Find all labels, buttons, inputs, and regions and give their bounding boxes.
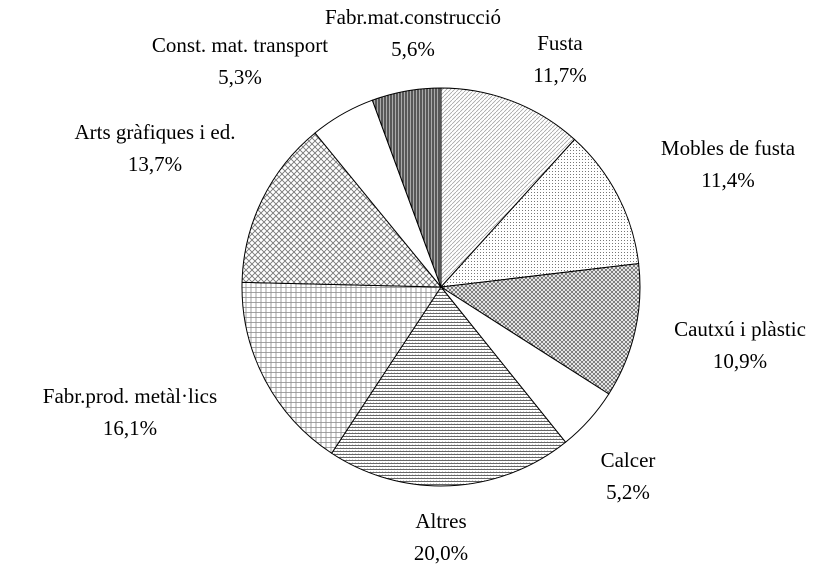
slice-label: Const. mat. transport <box>152 33 328 57</box>
slice-value-label: 5,6% <box>391 37 435 61</box>
slice-label: Altres <box>415 509 466 533</box>
slice-value-label: 20,0% <box>414 541 468 565</box>
slice-label: Mobles de fusta <box>661 136 796 160</box>
pie-slice <box>440 87 576 289</box>
slice-value-label: 10,9% <box>713 349 767 373</box>
slice-value-label: 5,3% <box>218 65 262 89</box>
pie-slice <box>371 87 442 288</box>
slice-value-label: 11,7% <box>533 63 586 87</box>
pie-slice <box>241 281 442 454</box>
slice-label: Cautxú i plàstic <box>674 317 806 341</box>
pie-slice <box>439 138 640 288</box>
slice-label: Arts gràfiques i ed. <box>75 120 236 144</box>
slice-label: Fusta <box>537 31 583 55</box>
slice-value-label: 5,2% <box>606 480 650 504</box>
pie-slice <box>439 263 641 395</box>
slice-label: Fabr.mat.construcció <box>325 5 501 29</box>
slice-value-label: 16,1% <box>103 416 157 440</box>
pie-slice <box>241 132 443 288</box>
slice-value-label: 11,4% <box>701 168 754 192</box>
slice-label: Calcer <box>601 448 656 472</box>
pie-slice <box>330 286 567 487</box>
slice-label: Fabr.prod. metàl·lics <box>43 384 217 408</box>
slice-value-label: 13,7% <box>128 152 182 176</box>
